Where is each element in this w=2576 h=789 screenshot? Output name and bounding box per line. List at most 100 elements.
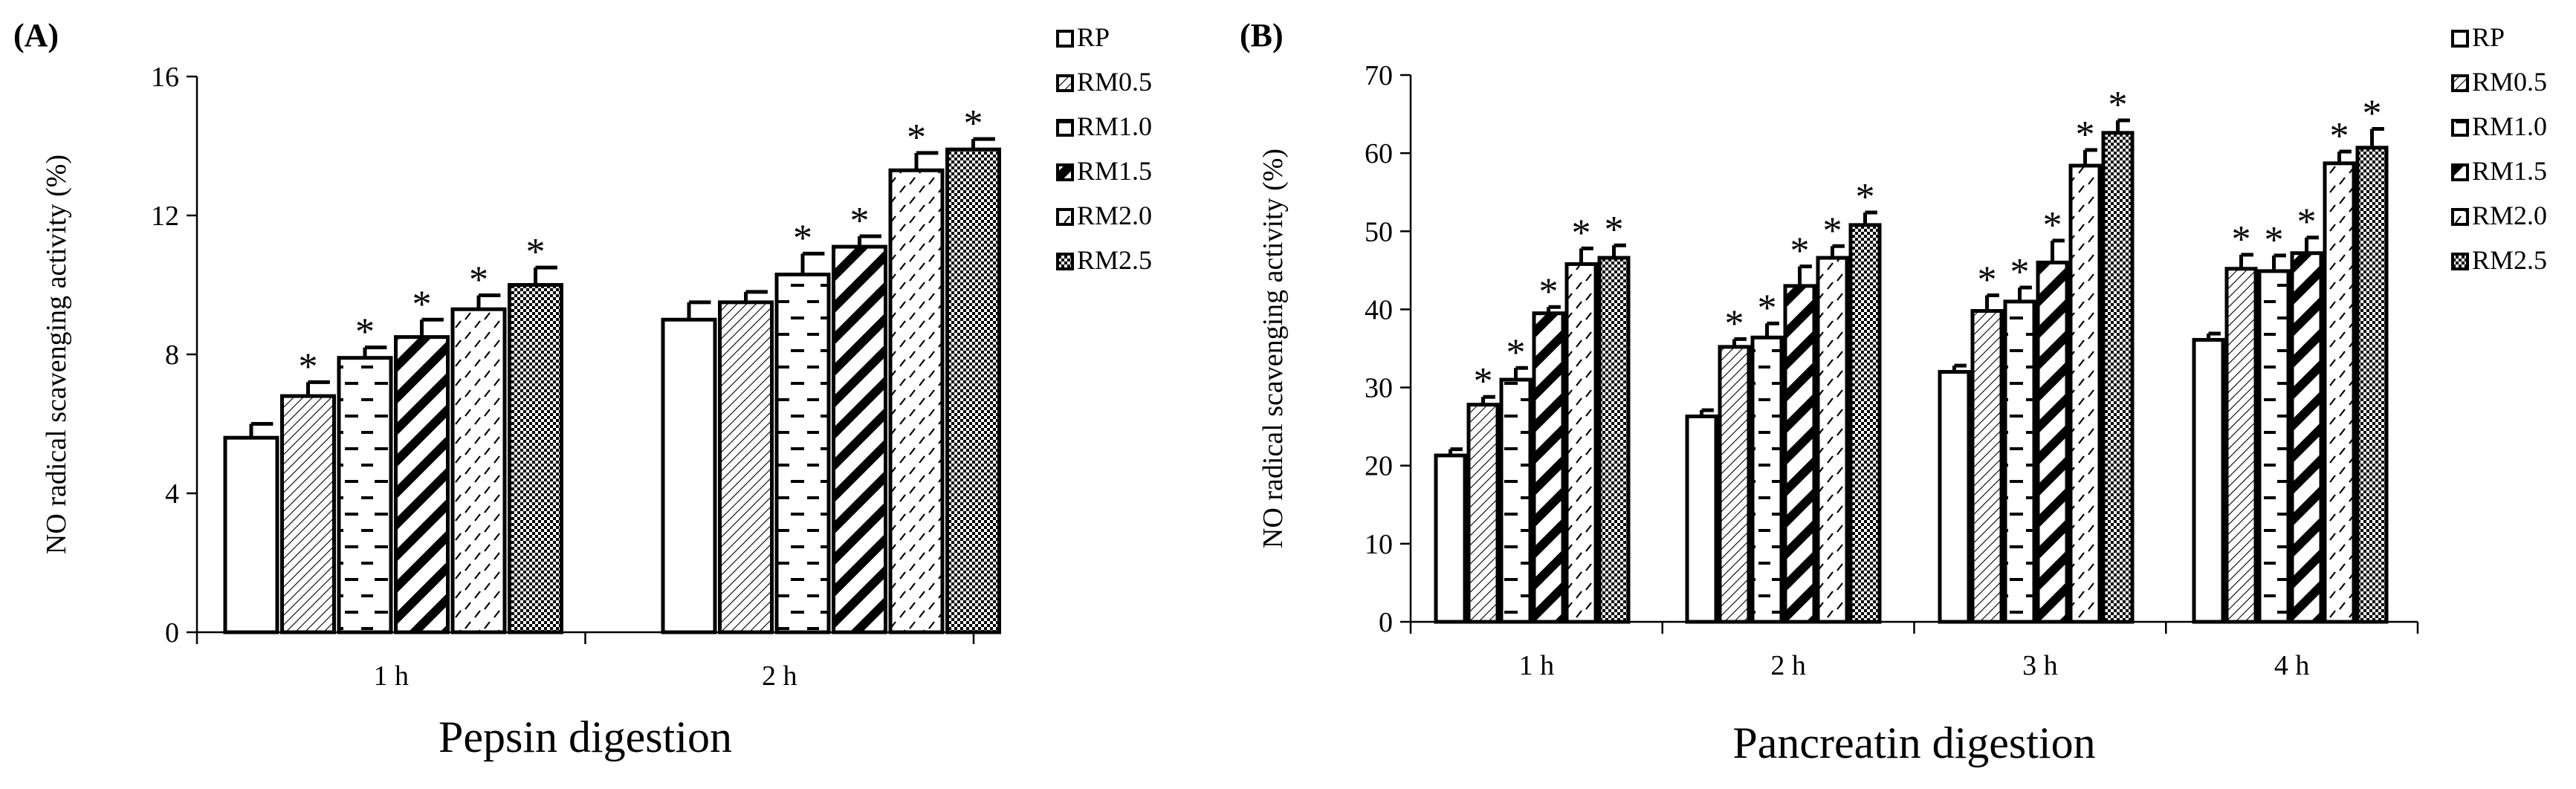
x-tick-label: 2 h xyxy=(1770,650,1806,681)
significance-star: * xyxy=(355,311,375,354)
legend-swatch xyxy=(1056,253,1074,270)
y-tick-label: 0 xyxy=(1379,607,1393,638)
bar-rm1-0 xyxy=(2257,269,2291,624)
bar-rm2-5 xyxy=(2101,131,2135,624)
legend-entry-label: RP xyxy=(1077,22,1110,52)
bar-rp xyxy=(223,435,279,634)
bar-rm0-5 xyxy=(2224,267,2258,624)
bar-rm0-5 xyxy=(1970,309,2004,624)
bar-rp xyxy=(1685,414,1718,624)
legend-entry-label: RP xyxy=(2472,22,2505,52)
significance-star: * xyxy=(1725,302,1744,345)
x-tick-label: 1 h xyxy=(374,660,410,692)
significance-star: * xyxy=(526,231,546,273)
x-tick-label: 1 h xyxy=(1519,650,1555,681)
y-tick-label: 30 xyxy=(1365,373,1393,404)
y-tick-label: 8 xyxy=(165,340,179,371)
significance-star: * xyxy=(1758,287,1777,329)
bar-rm0-5 xyxy=(718,300,774,634)
bar-rm2-0 xyxy=(2323,161,2356,624)
bar-rm1-0 xyxy=(1750,335,1784,624)
legend-swatch xyxy=(2451,208,2469,226)
significance-star: * xyxy=(412,283,432,325)
y-tick-label: 16 xyxy=(151,62,179,93)
y-axis-title: NO radical scavenging activity (%) xyxy=(1258,149,1289,548)
bar-rm1-0 xyxy=(774,272,831,634)
legend-swatch xyxy=(2451,253,2469,270)
bar-rm1-5 xyxy=(394,335,450,634)
legend-entry-label: RM1.0 xyxy=(2472,111,2547,141)
legend-swatch xyxy=(2451,119,2469,137)
legend-swatch xyxy=(2451,74,2469,92)
significance-star: * xyxy=(2076,114,2095,156)
significance-star: * xyxy=(1605,209,1624,251)
significance-star: * xyxy=(964,103,983,145)
bar-rm2-5 xyxy=(508,283,563,634)
bar-rm2-0 xyxy=(450,307,507,634)
significance-star: * xyxy=(2265,219,2284,262)
bar-rm1-0 xyxy=(2003,299,2036,624)
x-axis-title: Pancreatin digestion xyxy=(1732,718,2095,767)
x-tick-label: 3 h xyxy=(2022,650,2058,681)
y-tick-label: 10 xyxy=(1365,529,1393,560)
panel-b-chart: (B) 0 10 20 30 40 50 60 70 1 h 2 h 3 h 4 h NO radical… xyxy=(1240,17,2547,767)
significance-star: * xyxy=(1539,270,1559,313)
bar-rm2-0 xyxy=(1816,256,1849,624)
legend-entry-label: RM2.5 xyxy=(2472,245,2547,275)
panel-label: (A) xyxy=(13,17,59,53)
bar-rm2-0 xyxy=(2068,163,2102,624)
legend-entry-label: RM2.0 xyxy=(2472,201,2547,230)
bar-rp xyxy=(1434,453,1467,624)
significance-star: * xyxy=(2330,115,2349,158)
significance-star: * xyxy=(907,117,926,159)
legend-entry-label: RM2.0 xyxy=(1077,201,1152,230)
significance-star: * xyxy=(2297,201,2317,244)
legend-swatch xyxy=(1056,163,1074,181)
significance-star: * xyxy=(1474,360,1493,403)
panel-label: (B) xyxy=(1240,17,1284,53)
legend-swatch xyxy=(1056,74,1074,92)
significance-star: * xyxy=(1507,331,1526,374)
bar-rp xyxy=(661,317,717,634)
bar-rm1-5 xyxy=(832,244,887,634)
legend-swatch xyxy=(1056,119,1074,137)
panel-a-chart: (A) 0 4 8 12 16 1 h 2 h NO radical scavenging ac… xyxy=(13,17,1152,762)
legend-swatch xyxy=(1056,30,1074,48)
bar-rm1-5 xyxy=(1532,311,1565,624)
y-tick-label: 40 xyxy=(1365,294,1393,325)
significance-star: * xyxy=(469,259,488,302)
significance-star: * xyxy=(299,345,318,388)
x-tick-label: 2 h xyxy=(762,660,797,692)
significance-star: * xyxy=(2232,218,2251,261)
bar-rm2-5 xyxy=(945,147,1001,634)
bar-rm0-5 xyxy=(1718,345,1751,624)
bar-rm2-5 xyxy=(1597,256,1631,624)
y-tick-label: 4 xyxy=(165,478,179,510)
significance-star: * xyxy=(793,217,812,259)
bar-rm0-5 xyxy=(280,394,336,634)
significance-star: * xyxy=(1856,176,1875,218)
bar-rm0-5 xyxy=(1466,403,1500,624)
y-tick-label: 0 xyxy=(165,617,179,649)
significance-star: * xyxy=(2043,204,2062,247)
bar-rm1-5 xyxy=(2036,260,2069,624)
x-axis-title: Pepsin digestion xyxy=(438,712,732,762)
legend-entry-label: RM1.5 xyxy=(1077,156,1152,186)
significance-star: * xyxy=(1790,230,1810,273)
legend-swatch xyxy=(2451,163,2469,181)
legend-entry-label: RM1.0 xyxy=(1077,111,1152,141)
significance-star: * xyxy=(1978,259,1997,302)
bar-rm2-0 xyxy=(888,168,945,634)
legend-entry-label: RM1.5 xyxy=(2472,156,2547,186)
significance-star: * xyxy=(2363,93,2382,135)
significance-star: * xyxy=(1572,212,1591,254)
legend-entry-label: RM0.5 xyxy=(2472,67,2547,97)
legend-swatch xyxy=(2451,30,2469,48)
y-tick-label: 60 xyxy=(1365,138,1393,169)
legend-swatch xyxy=(1056,208,1074,226)
significance-star: * xyxy=(2109,84,2128,126)
bar-rp xyxy=(1938,370,1971,624)
bar-rm1-0 xyxy=(337,356,393,634)
significance-star: * xyxy=(850,200,870,242)
